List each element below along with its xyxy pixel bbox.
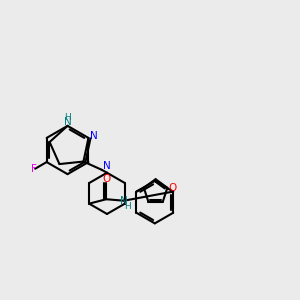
- Text: H: H: [124, 202, 131, 211]
- Text: N: N: [103, 161, 111, 171]
- Text: N: N: [64, 117, 71, 127]
- Text: N: N: [120, 196, 128, 206]
- Text: N: N: [91, 131, 98, 142]
- Text: O: O: [169, 183, 177, 193]
- Text: F: F: [31, 164, 37, 174]
- Text: O: O: [102, 174, 110, 184]
- Text: H: H: [64, 113, 71, 122]
